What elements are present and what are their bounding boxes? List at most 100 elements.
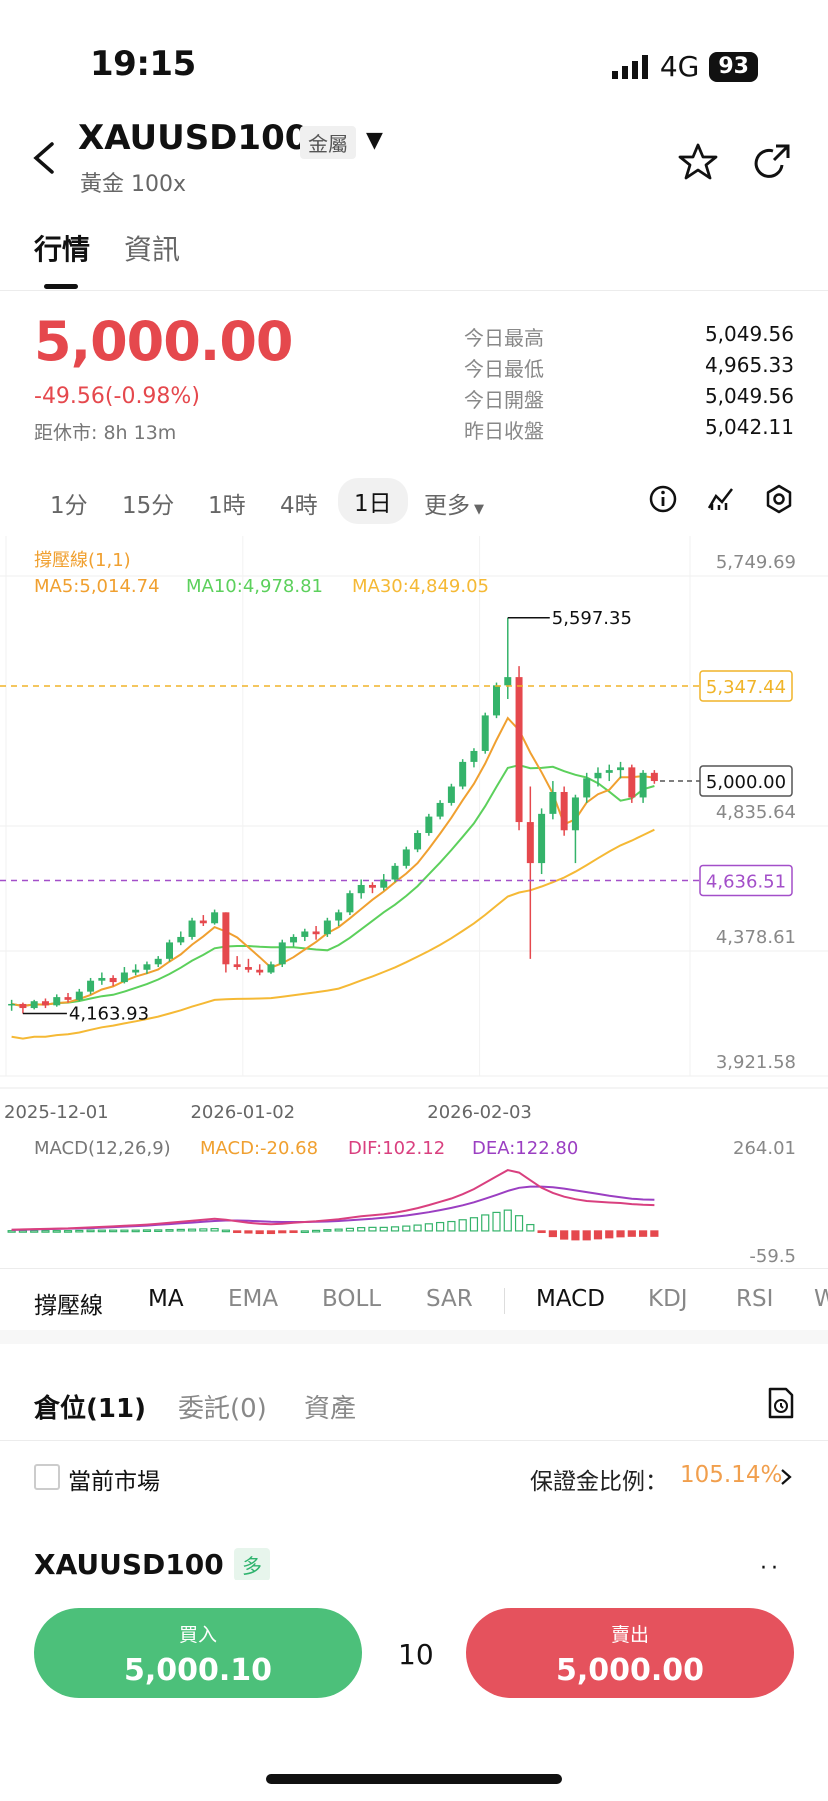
- status-bar-right: 4G 93: [611, 50, 758, 83]
- candlestick-chart[interactable]: 5,749.69 4,835.64 4,378.61 3,921.58 2025-12-…: [0, 536, 828, 1126]
- x-tick-label: 2025-12-01: [4, 1102, 109, 1123]
- candle-body: [87, 980, 95, 992]
- macd-bar: [593, 1230, 603, 1240]
- current-market-checkbox[interactable]: [34, 1464, 60, 1490]
- divider: [0, 1268, 828, 1269]
- macd-bar: [52, 1230, 61, 1233]
- more-options-icon[interactable]: ··: [760, 1556, 782, 1581]
- symbol-title[interactable]: XAUUSD100: [78, 118, 309, 158]
- candle-body: [549, 791, 557, 814]
- buy-label: 買入: [178, 1624, 217, 1646]
- market-close-countdown: 距休市: 8h 13m: [34, 422, 177, 444]
- symbol-subtitle: 黃金 100x: [80, 172, 187, 197]
- macd-bar: [255, 1230, 264, 1235]
- tab-indicator: [44, 284, 78, 289]
- indicator-tab-support-resistance[interactable]: 撐壓線: [34, 1293, 103, 1319]
- status-time: 19:15: [90, 44, 196, 84]
- support-tag-box: [699, 864, 793, 897]
- indicator-tab-macd[interactable]: MACD: [536, 1286, 605, 1312]
- info-icon[interactable]: [648, 484, 678, 514]
- indicator-tab-rsi[interactable]: RSI: [736, 1286, 774, 1312]
- battery-level: 93: [709, 51, 758, 82]
- tab-orders[interactable]: 委託(0): [178, 1394, 267, 1424]
- macd-bar: [560, 1230, 569, 1240]
- dea-legend: DEA:122.80: [472, 1138, 578, 1159]
- interval-more[interactable]: 更多 ▼: [424, 486, 484, 520]
- indicator-tab-kdj[interactable]: KDJ: [648, 1286, 688, 1312]
- y-tick-label: 3,921.58: [716, 1052, 796, 1073]
- ma10-legend: MA10:4,978.81: [186, 576, 323, 597]
- candle-body: [75, 991, 83, 1000]
- buy-button[interactable]: 買入 5,000.10: [34, 1608, 362, 1698]
- candle-body: [628, 767, 636, 798]
- last-price-tag: 5,000.00: [706, 772, 786, 793]
- ma-lines: [11, 716, 655, 1040]
- macd-chart[interactable]: MACD(12,26,9) MACD:-20.68 DIF:102.12 DEA…: [0, 1128, 828, 1268]
- macd-bar: [131, 1229, 140, 1233]
- macd-bar: [605, 1230, 614, 1239]
- position-symbol[interactable]: XAUUSD100: [34, 1548, 224, 1581]
- macd-bar: [458, 1219, 467, 1232]
- settings-icon[interactable]: [764, 484, 794, 514]
- margin-ratio-value[interactable]: 105.14%: [680, 1462, 783, 1488]
- candle-body: [211, 912, 219, 924]
- x-tick-label: 2026-02-03: [427, 1102, 532, 1123]
- candle-body: [98, 977, 106, 981]
- interval-15m[interactable]: 15分: [122, 493, 175, 519]
- y-tick-label: 5,749.69: [716, 552, 796, 573]
- history-doc-icon[interactable]: [766, 1386, 796, 1420]
- tab-positions[interactable]: 倉位(11): [34, 1394, 146, 1424]
- current-price: 5,000.00: [34, 310, 293, 373]
- last-price-tag-box: [699, 765, 793, 797]
- candle-body: [425, 816, 433, 834]
- macd-bar: [86, 1229, 95, 1233]
- candle-body: [391, 865, 399, 880]
- macd-legend-value: MACD:-20.68: [200, 1138, 318, 1159]
- candle-body: [256, 969, 264, 973]
- macd-bar: [503, 1209, 512, 1232]
- indicator-tab-ma[interactable]: MA: [148, 1286, 184, 1312]
- dea-line: [11, 1185, 655, 1231]
- sell-button[interactable]: 賣出 5,000.00: [466, 1608, 794, 1698]
- ma30-legend: MA30:4,849.05: [352, 576, 489, 597]
- ma5-legend: MA5:5,014.74: [34, 576, 160, 597]
- sell-price: 5,000.00: [555, 1653, 705, 1688]
- chart-grid: 5,749.69 4,835.64 4,378.61 3,921.58 2025-12-…: [0, 536, 828, 1123]
- indicator-tab-sar[interactable]: SAR: [426, 1286, 473, 1312]
- macd-bar: [323, 1229, 332, 1232]
- stat-value-prev-close: 5,042.11: [704, 415, 794, 439]
- ma5-line: [11, 716, 655, 1008]
- interval-1d[interactable]: 1日: [338, 478, 408, 524]
- candle-body: [30, 1001, 38, 1009]
- chevron-right-icon[interactable]: [780, 1468, 792, 1486]
- indicator-tab-ema[interactable]: EMA: [228, 1286, 279, 1312]
- candle-body: [459, 761, 467, 787]
- indicator-icon[interactable]: [706, 484, 736, 514]
- low-marker-label: 4,163.93: [69, 1004, 149, 1025]
- macd-bar: [436, 1221, 445, 1232]
- tab-market[interactable]: 行情: [34, 233, 91, 266]
- indicator-tab-boll[interactable]: BOLL: [322, 1286, 382, 1312]
- interval-4h[interactable]: 4時: [280, 493, 318, 519]
- interval-1h[interactable]: 1時: [208, 493, 246, 519]
- indicator-tab-overflow[interactable]: W: [814, 1286, 828, 1312]
- macd-bar: [289, 1230, 298, 1234]
- back-icon[interactable]: [30, 140, 58, 176]
- symbol-dropdown-icon[interactable]: ▼: [366, 128, 383, 153]
- candles: [8, 617, 658, 1014]
- candle-body: [143, 964, 151, 970]
- candle-body: [64, 997, 72, 1000]
- tab-news[interactable]: 資訊: [124, 233, 181, 266]
- candle-body: [199, 920, 207, 924]
- macd-ytick-top: 264.01: [733, 1138, 796, 1159]
- candle-body: [335, 912, 343, 921]
- support-tag: 4,636.51: [706, 871, 786, 892]
- candle-body: [244, 967, 252, 970]
- favorite-star-icon[interactable]: [678, 142, 718, 182]
- tab-assets[interactable]: 資產: [304, 1394, 357, 1424]
- candle-body: [650, 772, 658, 782]
- quantity-value[interactable]: 10: [398, 1638, 434, 1671]
- interval-1m[interactable]: 1分: [50, 493, 88, 519]
- interval-more-label: 更多: [424, 493, 470, 519]
- share-icon[interactable]: [752, 142, 792, 182]
